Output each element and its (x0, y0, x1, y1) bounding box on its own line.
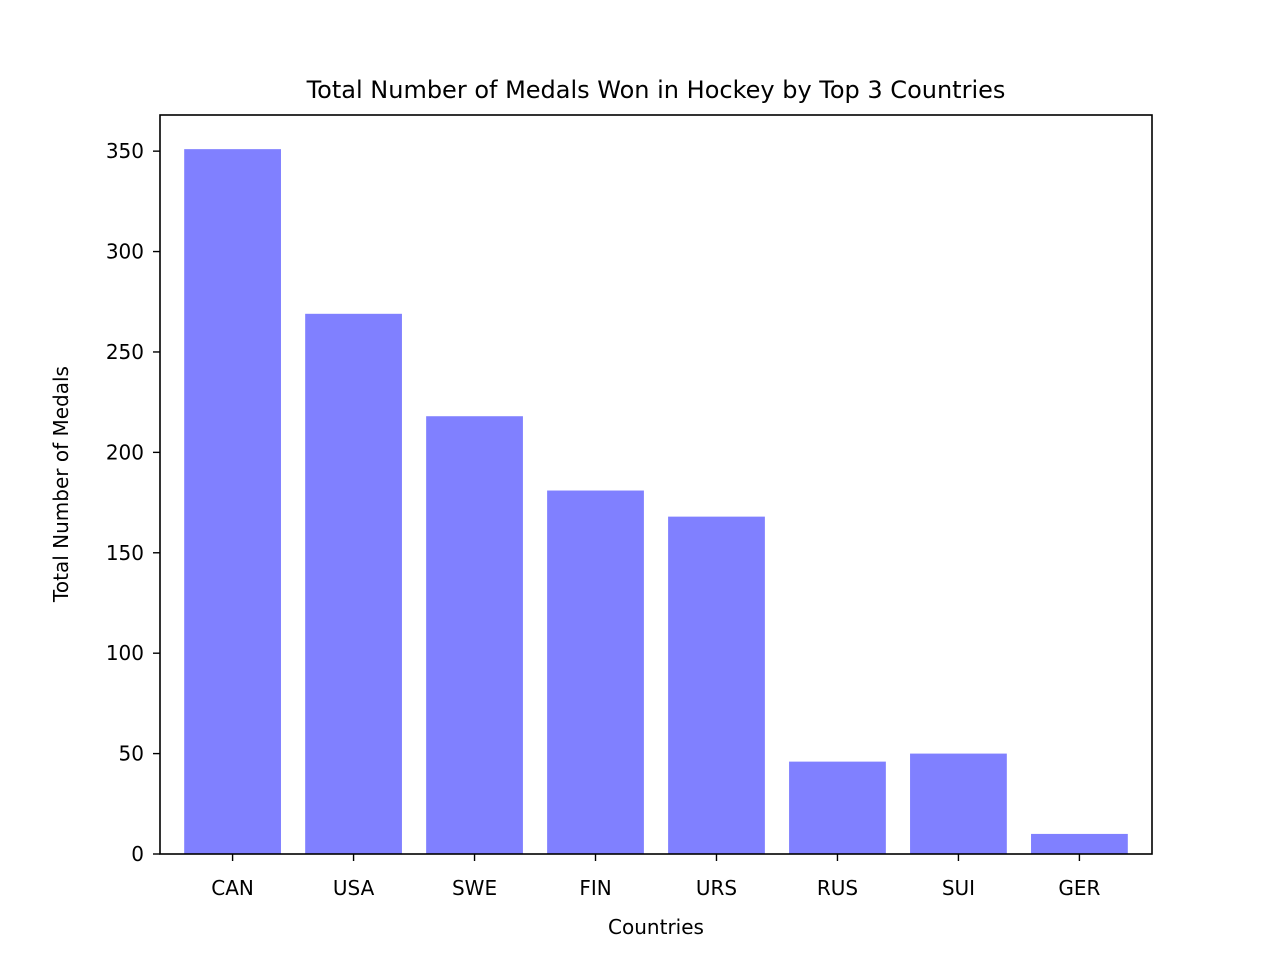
plot-frame (159, 114, 1153, 855)
x-tick-label: USA (333, 876, 375, 900)
y-tick-label: 150 (106, 541, 144, 565)
y-tick-label: 200 (106, 440, 144, 464)
y-tick-label: 50 (119, 742, 144, 766)
x-tick-label: SUI (942, 876, 975, 900)
bar-usa (305, 313, 402, 854)
bar-fin (547, 490, 644, 854)
x-tick-label: CAN (211, 876, 254, 900)
y-tick-label: 100 (106, 641, 144, 665)
x-tick-label: GER (1058, 876, 1100, 900)
bar-swe (426, 416, 523, 854)
bar-urs (668, 516, 765, 854)
bars-group (184, 149, 1128, 855)
y-axis: 0 50 100 150 200 250 300 350 (106, 139, 160, 866)
x-tick-label: URS (696, 876, 737, 900)
x-tick-label: RUS (817, 876, 858, 900)
x-axis-label: Countries (608, 915, 704, 939)
y-tick-label: 300 (106, 240, 144, 264)
bar-rus (789, 761, 886, 854)
chart-title: Total Number of Medals Won in Hockey by … (306, 76, 1006, 104)
y-tick-label: 250 (106, 340, 144, 364)
x-axis: CAN USA SWE FIN URS RUS SUI GER (211, 854, 1101, 900)
bar-sui (910, 753, 1007, 854)
y-axis-label: Total Number of Medals (49, 366, 73, 603)
y-tick-label: 0 (131, 842, 144, 866)
bar-can (184, 149, 281, 855)
x-tick-label: SWE (452, 876, 497, 900)
x-tick-label: FIN (579, 876, 611, 900)
y-tick-label: 350 (106, 139, 144, 163)
bar-ger (1031, 833, 1128, 854)
